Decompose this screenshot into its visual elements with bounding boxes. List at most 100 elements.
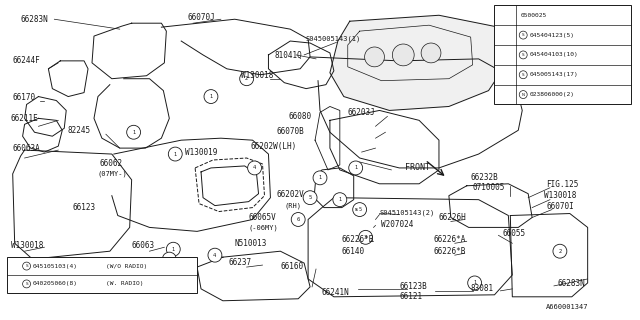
Text: S: S <box>355 208 357 212</box>
Text: 3: 3 <box>364 235 367 240</box>
Text: 66055: 66055 <box>502 229 525 238</box>
Text: 66063A: 66063A <box>13 144 40 153</box>
Circle shape <box>211 251 219 259</box>
Circle shape <box>519 51 527 59</box>
Text: 66226*A: 66226*A <box>433 235 465 244</box>
Circle shape <box>519 91 527 99</box>
Text: 66244F: 66244F <box>13 56 40 65</box>
Circle shape <box>553 244 567 258</box>
Text: 66226*B: 66226*B <box>342 235 374 244</box>
Circle shape <box>499 89 510 100</box>
Text: 4: 4 <box>213 253 216 258</box>
Text: W130018: W130018 <box>11 241 43 250</box>
Circle shape <box>22 280 31 288</box>
Circle shape <box>336 196 344 204</box>
Text: 66226*B: 66226*B <box>433 247 465 256</box>
Circle shape <box>208 248 222 262</box>
Text: 4: 4 <box>253 165 256 171</box>
Text: W130019: W130019 <box>185 148 218 156</box>
Text: 1: 1 <box>132 130 135 135</box>
Text: 66080: 66080 <box>288 112 312 121</box>
Circle shape <box>303 191 317 204</box>
Text: S045105143(2): S045105143(2) <box>380 209 435 216</box>
Text: (-06MY): (-06MY) <box>248 224 278 231</box>
Text: S: S <box>522 53 525 57</box>
Circle shape <box>163 252 176 266</box>
Text: 2: 2 <box>502 33 506 37</box>
Text: S: S <box>25 282 28 286</box>
Text: 1: 1 <box>318 175 322 180</box>
Circle shape <box>421 43 441 63</box>
Bar <box>7 257 197 293</box>
Circle shape <box>470 279 479 287</box>
Circle shape <box>166 242 180 256</box>
Text: 1: 1 <box>209 94 212 99</box>
Text: A660001347: A660001347 <box>546 304 589 310</box>
Text: (RH): (RH) <box>284 202 301 209</box>
Text: 66121: 66121 <box>399 292 422 301</box>
Text: 1: 1 <box>338 197 342 202</box>
Circle shape <box>204 90 218 103</box>
Text: 66065V: 66065V <box>248 213 276 222</box>
Circle shape <box>499 29 510 41</box>
Text: FRONT: FRONT <box>405 164 430 172</box>
Circle shape <box>353 203 367 217</box>
Circle shape <box>316 174 324 182</box>
Text: 66063: 66063 <box>132 241 155 250</box>
Text: S: S <box>522 33 525 37</box>
Text: 66237: 66237 <box>228 258 252 267</box>
Text: 66241N: 66241N <box>322 288 349 297</box>
Circle shape <box>362 233 369 241</box>
Text: 66070I: 66070I <box>546 202 574 211</box>
Text: 66232B: 66232B <box>470 173 499 182</box>
Circle shape <box>243 75 251 83</box>
Text: 2: 2 <box>558 249 561 254</box>
Circle shape <box>168 147 182 161</box>
Text: 66202V: 66202V <box>276 190 304 199</box>
Text: (07MY-): (07MY-) <box>98 171 128 177</box>
Circle shape <box>170 245 177 253</box>
Text: 81041Q: 81041Q <box>275 52 302 60</box>
Text: 045105103(4): 045105103(4) <box>33 264 77 268</box>
Text: W130018: W130018 <box>544 191 577 200</box>
Circle shape <box>349 161 363 175</box>
Circle shape <box>11 261 20 271</box>
Text: 045005143(17): 045005143(17) <box>529 72 578 77</box>
Text: 1: 1 <box>473 280 476 285</box>
Text: 1: 1 <box>502 13 506 18</box>
Text: 045404103(10): 045404103(10) <box>529 52 578 57</box>
Text: 66160: 66160 <box>280 261 303 271</box>
Text: 83081: 83081 <box>470 284 494 293</box>
Circle shape <box>333 193 347 207</box>
Text: 5: 5 <box>359 207 362 212</box>
Text: 5: 5 <box>308 195 312 200</box>
Circle shape <box>172 150 179 158</box>
Text: 0710005: 0710005 <box>473 183 505 192</box>
Circle shape <box>356 206 364 213</box>
Circle shape <box>240 72 253 86</box>
Text: S: S <box>522 73 525 77</box>
Circle shape <box>130 128 138 136</box>
Text: 1: 1 <box>354 165 357 171</box>
Text: 66062: 66062 <box>100 159 123 168</box>
Circle shape <box>313 171 327 185</box>
Text: 0500025: 0500025 <box>520 13 547 18</box>
Circle shape <box>306 194 314 202</box>
Text: 6: 6 <box>14 264 17 268</box>
Text: 66226H: 66226H <box>439 213 467 222</box>
Text: 66170: 66170 <box>13 93 36 102</box>
Circle shape <box>499 69 510 81</box>
Text: 66203J: 66203J <box>348 108 376 117</box>
Text: FIG.125: FIG.125 <box>546 180 579 189</box>
Text: 66070J: 66070J <box>187 13 215 22</box>
Text: (W/O RADIO): (W/O RADIO) <box>106 264 147 268</box>
Text: 66283N: 66283N <box>558 279 586 288</box>
Text: 66123B: 66123B <box>399 282 427 292</box>
Text: 6: 6 <box>296 217 300 222</box>
Text: S: S <box>25 264 28 268</box>
Circle shape <box>519 71 527 79</box>
Text: S045005143(1): S045005143(1) <box>305 36 360 42</box>
Circle shape <box>127 125 141 139</box>
Circle shape <box>499 9 510 21</box>
Text: 3: 3 <box>503 52 506 57</box>
